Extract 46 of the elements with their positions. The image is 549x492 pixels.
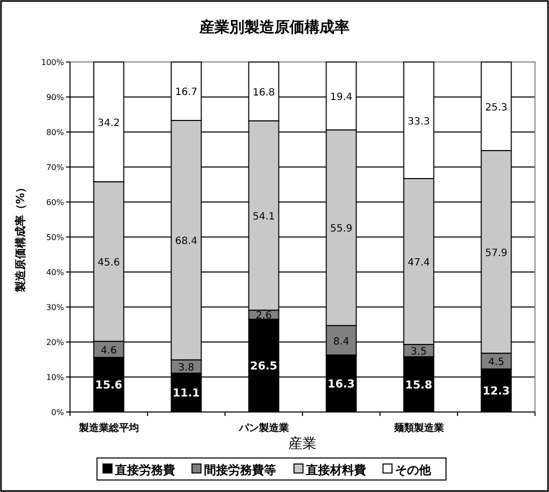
y-tick-label: 20% xyxy=(46,338,64,347)
data-label: 11.1 xyxy=(172,386,200,400)
data-label: 68.4 xyxy=(175,236,198,248)
data-label: 16.3 xyxy=(328,377,355,390)
y-tick-label: 40% xyxy=(46,268,64,277)
x-tick-label: パン製造業 xyxy=(238,422,289,434)
data-label: 57.9 xyxy=(485,248,508,259)
x-tick-label: 製造業総平均 xyxy=(78,422,139,434)
legend-label: 直接材料費 xyxy=(305,463,366,477)
data-label: 25.3 xyxy=(485,102,508,114)
chart-title: 産業別製造原価構成率 xyxy=(198,18,350,36)
y-tick-label: 70% xyxy=(46,163,64,172)
data-label: 3.8 xyxy=(178,362,194,374)
data-label: 4.6 xyxy=(100,345,117,356)
data-label: 15.6 xyxy=(95,378,123,392)
data-label: 34.2 xyxy=(98,118,120,129)
data-label: 8.4 xyxy=(333,336,350,348)
その他: 34.2 16.7 16.8 19.4 33.3 25.3 xyxy=(93,62,512,182)
data-label: 26.5 xyxy=(250,360,278,373)
y-tick-label: 10% xyxy=(46,373,64,382)
data-label: 54.1 xyxy=(252,211,275,222)
data-label: 19.4 xyxy=(330,92,352,103)
legend-label: その他 xyxy=(395,463,432,477)
data-label: 47.4 xyxy=(408,258,430,268)
data-label: 15.8 xyxy=(405,378,432,392)
x-axis-title: 産業 xyxy=(288,436,316,452)
data-label: 45.6 xyxy=(98,258,120,268)
y-tick-label: 80% xyxy=(46,128,64,137)
data-label: 3.5 xyxy=(410,346,427,358)
y-tick-label: 50% xyxy=(46,233,64,242)
data-label: 2.6 xyxy=(256,310,272,322)
data-label: 16.8 xyxy=(252,87,275,98)
x-tick-label: 麺類製造業 xyxy=(392,422,444,434)
y-tick-label: 0% xyxy=(51,408,64,417)
data-label: 12.3 xyxy=(482,384,510,398)
data-label: 33.3 xyxy=(408,116,430,128)
y-tick-label: 30% xyxy=(46,303,64,312)
y-tick-label: 100% xyxy=(41,58,64,67)
legend-label: 間接労務費等 xyxy=(204,463,276,477)
y-tick-label: 60% xyxy=(46,198,64,207)
data-label: 16.7 xyxy=(175,87,198,98)
data-label: 55.9 xyxy=(330,224,352,235)
legend-label: 直接労務費 xyxy=(114,463,175,477)
y-axis-title: 製造原価構成率（%） xyxy=(14,182,27,294)
y-tick-label: 90% xyxy=(46,93,64,102)
data-label: 4.5 xyxy=(488,357,504,368)
